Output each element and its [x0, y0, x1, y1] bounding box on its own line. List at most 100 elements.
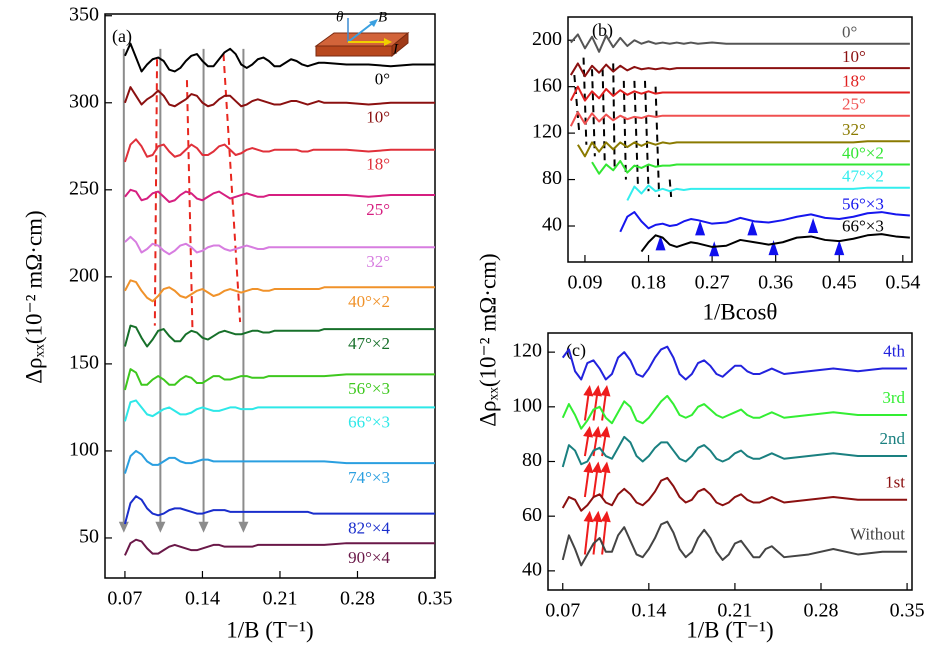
x-tick-label: 0.07: [107, 588, 142, 610]
y-axis-label: Δρₓₓ(10⁻² mΩ·cm): [475, 253, 500, 426]
arrow-head: [591, 461, 602, 474]
y-axis-label: Δρₓₓ(10⁻² mΩ·cm): [21, 210, 46, 383]
dashed-guide: [612, 63, 616, 168]
series-line: [123, 138, 435, 163]
inset-b: B: [378, 9, 387, 25]
series-line: [561, 394, 908, 430]
triangle-marker: [808, 218, 819, 234]
arrow-head: [600, 461, 611, 474]
axes-frame: [567, 16, 913, 263]
arrow-shaft: [583, 393, 590, 421]
x-tick-label: 0.21: [717, 600, 752, 622]
series-label: 3rd: [882, 388, 905, 407]
dashed-guide: [601, 69, 606, 163]
series-line: [123, 449, 435, 474]
inset-theta: θ: [336, 9, 344, 25]
series-line: [561, 476, 908, 512]
series-label: 32°: [842, 120, 866, 139]
series-line: [561, 345, 908, 381]
x-tick-label: 0.36: [758, 272, 793, 294]
series-label: 0°: [842, 23, 857, 42]
y-tick-label: 100: [512, 394, 542, 416]
x-tick-label: 0.45: [822, 272, 857, 294]
arrow-shaft: [601, 393, 607, 421]
arrow-head: [592, 510, 603, 523]
series-line: [123, 86, 435, 108]
y-tick-label: 200: [532, 28, 562, 50]
series-label: 0°: [375, 69, 390, 88]
series-line: [123, 399, 435, 422]
arrow-shaft: [601, 470, 607, 498]
inset: θ B I: [314, 9, 410, 57]
series-label: 10°: [366, 108, 390, 127]
y-tick-label: 50: [79, 526, 99, 548]
series-label: Without: [850, 525, 905, 544]
x-tick-label: 0.35: [890, 600, 925, 622]
series-label: 47°×2: [348, 334, 390, 353]
x-tick-label: 0.14: [631, 600, 666, 622]
dashed-guide: [622, 80, 627, 180]
inset-current-head: [384, 38, 392, 46]
y-tick-label: 200: [69, 264, 99, 286]
series-line: [124, 42, 435, 73]
series-line: [570, 33, 910, 53]
arrow-head: [583, 384, 594, 397]
y-tick-label: 160: [532, 74, 562, 96]
dashed-guide: [222, 53, 242, 323]
series-label: 2nd: [880, 429, 906, 448]
series-line: [124, 279, 435, 303]
arrow-head: [600, 510, 611, 523]
arrow-shaft: [601, 519, 608, 555]
arrow-head: [118, 521, 129, 533]
series-line: [569, 85, 910, 102]
series-label: 10°: [842, 47, 866, 66]
y-tick-label: 120: [512, 340, 542, 362]
arrow-shaft: [592, 393, 599, 421]
series-label: 40°×2: [348, 292, 390, 311]
series-line: [123, 368, 435, 391]
series-line: [561, 520, 908, 567]
series-label: 25°: [842, 95, 866, 114]
series-line: [619, 211, 910, 233]
x-tick-label: 0.14: [185, 588, 220, 610]
x-tick-label: 0.07: [545, 600, 580, 622]
y-tick-label: 80: [542, 167, 562, 189]
axes-frame: [104, 13, 436, 579]
arrow-head: [198, 521, 209, 533]
y-tick-label: 60: [522, 504, 542, 526]
y-tick-label: 40: [542, 214, 562, 236]
series-line: [569, 62, 910, 78]
series-line: [124, 188, 435, 203]
inset-field-head: [369, 19, 378, 27]
series-label: 25°: [366, 200, 390, 219]
series-line: [591, 159, 910, 175]
arrow-head: [591, 425, 602, 438]
x-tick-label: 0.09: [567, 272, 602, 294]
series-label: 82°×4: [348, 518, 390, 537]
arrow-head: [583, 510, 594, 523]
dashed-guide: [654, 86, 661, 198]
series-label: 32°: [366, 252, 390, 271]
arrow-head: [583, 425, 593, 438]
y-tick-label: 120: [532, 121, 562, 143]
dashed-guide: [591, 69, 596, 157]
x-tick-label: 0.54: [885, 272, 920, 294]
x-tick-label: 0.28: [340, 588, 375, 610]
y-tick-label: 80: [522, 449, 542, 471]
triangle-marker: [747, 220, 758, 236]
arrow-head: [583, 461, 594, 474]
triangle-marker: [768, 240, 779, 256]
y-tick-label: 150: [69, 351, 99, 373]
arrow-head: [238, 521, 249, 533]
series-label: 66°×3: [842, 217, 884, 236]
arrow-shaft: [583, 470, 590, 498]
series-label: 56°×3: [348, 379, 390, 398]
arrow-shaft: [592, 434, 598, 457]
arrow-shaft: [583, 434, 590, 457]
series-line: [626, 184, 910, 201]
series-label: 1st: [885, 473, 905, 492]
x-tick-label: 0.35: [418, 588, 453, 610]
inset-slab-front: [315, 45, 393, 57]
series-line: [123, 495, 435, 525]
